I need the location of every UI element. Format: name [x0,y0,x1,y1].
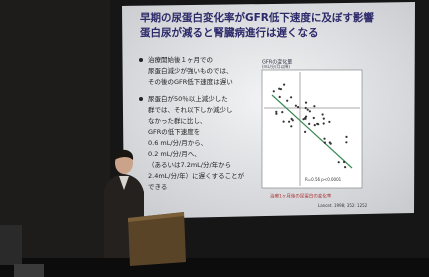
bullet-dot [139,58,143,62]
monitor [14,264,44,277]
scatter-dot [308,123,310,125]
photo: 早期の尿蛋白変化率がGFR低下速度に及ぼす影響蛋白尿が減ると腎臓病進行は遅くなる… [0,0,429,277]
scatter-dot [323,138,325,140]
scatter-dot [317,123,319,125]
bullet-line: 0.2 mL/分/月へ、 [148,149,201,158]
chart-annotation: R=0.56 p<0.0001 [305,177,342,182]
scatter-dot [345,141,347,143]
scatter-dot [329,141,331,143]
scatter-dot [307,109,309,111]
bullet-line: （あるいは7.2mL/分/年から [148,160,231,169]
scatter-dot [309,110,311,112]
scatter-dot [291,118,293,120]
bullet-dot [139,97,143,101]
scatter-dot [345,136,347,138]
scatter-dot [290,125,292,127]
scatter-dot [295,105,297,107]
chart-y-unit: (mL/分/月以降) [262,63,290,69]
scatter-dot [313,117,315,119]
scatter-dot [305,102,307,104]
bullet-line: 2.4mL/分/年）に遅くすることが [148,171,245,180]
scatter-dot [305,116,307,118]
scatter-dot [305,107,307,109]
screen-edge [0,225,22,265]
scatter-dot [304,131,306,133]
scatter-dot [322,113,324,115]
scatter-dot [324,142,326,144]
scatter-dot [275,111,277,113]
bullet-line: 0.6 mL/分/月から、 [148,138,207,147]
scatter-dot [280,88,282,90]
scatter-dot [273,90,275,92]
scatter-dot [297,106,299,108]
title-line: 蛋白尿が減ると腎臓病進行は遅くなる [140,26,319,39]
scatter-dot [290,96,292,98]
floor [0,258,429,277]
scatter-dot [328,121,330,123]
scatter-dot [281,111,283,113]
chart-x-label: 治療1ヶ月後の尿蛋白の変化率 [270,193,332,200]
bullet-line: 尿蛋白減少が強いものでは、 [148,66,233,75]
scatter-dot [323,122,325,124]
chart-source: Lancet. 1998; 352: 1252 [318,203,368,208]
bullet-line: GFRの低下速度を [148,127,200,136]
title-line: 早期の尿蛋白変化率がGFR低下速度に及ぼす影響 [140,11,374,24]
bullet-line: 尿蛋白が50％以上減少した [148,94,228,103]
scatter-dot [283,84,285,86]
bullet-line: できる [148,183,167,191]
scatter-dot [275,113,277,115]
chart-frame [262,70,362,188]
scatter-dot [314,124,316,126]
scatter-dot [279,96,281,98]
scatter-dot [338,161,340,163]
bullet-line: 治療開始後１ヶ月での [148,55,213,64]
scatter-dot [344,166,346,168]
scatter-dot [286,100,288,102]
scatter-dot [343,161,345,163]
scatter-dot [283,121,285,123]
page: 早期の尿蛋白変化率がGFR低下速度に及ぼす影響蛋白尿が減ると腎臓病進行は遅くなる… [0,0,429,277]
scatter-dot [313,105,315,107]
bullet-line: なかった群に比し、 [148,116,207,125]
bullet-line: その後のGFR低下速度は遅い [148,77,233,86]
bullet-line: 群では、それ以下しか減少し [148,105,233,114]
scatter-dot [288,121,290,123]
scatter-dot [323,118,325,120]
